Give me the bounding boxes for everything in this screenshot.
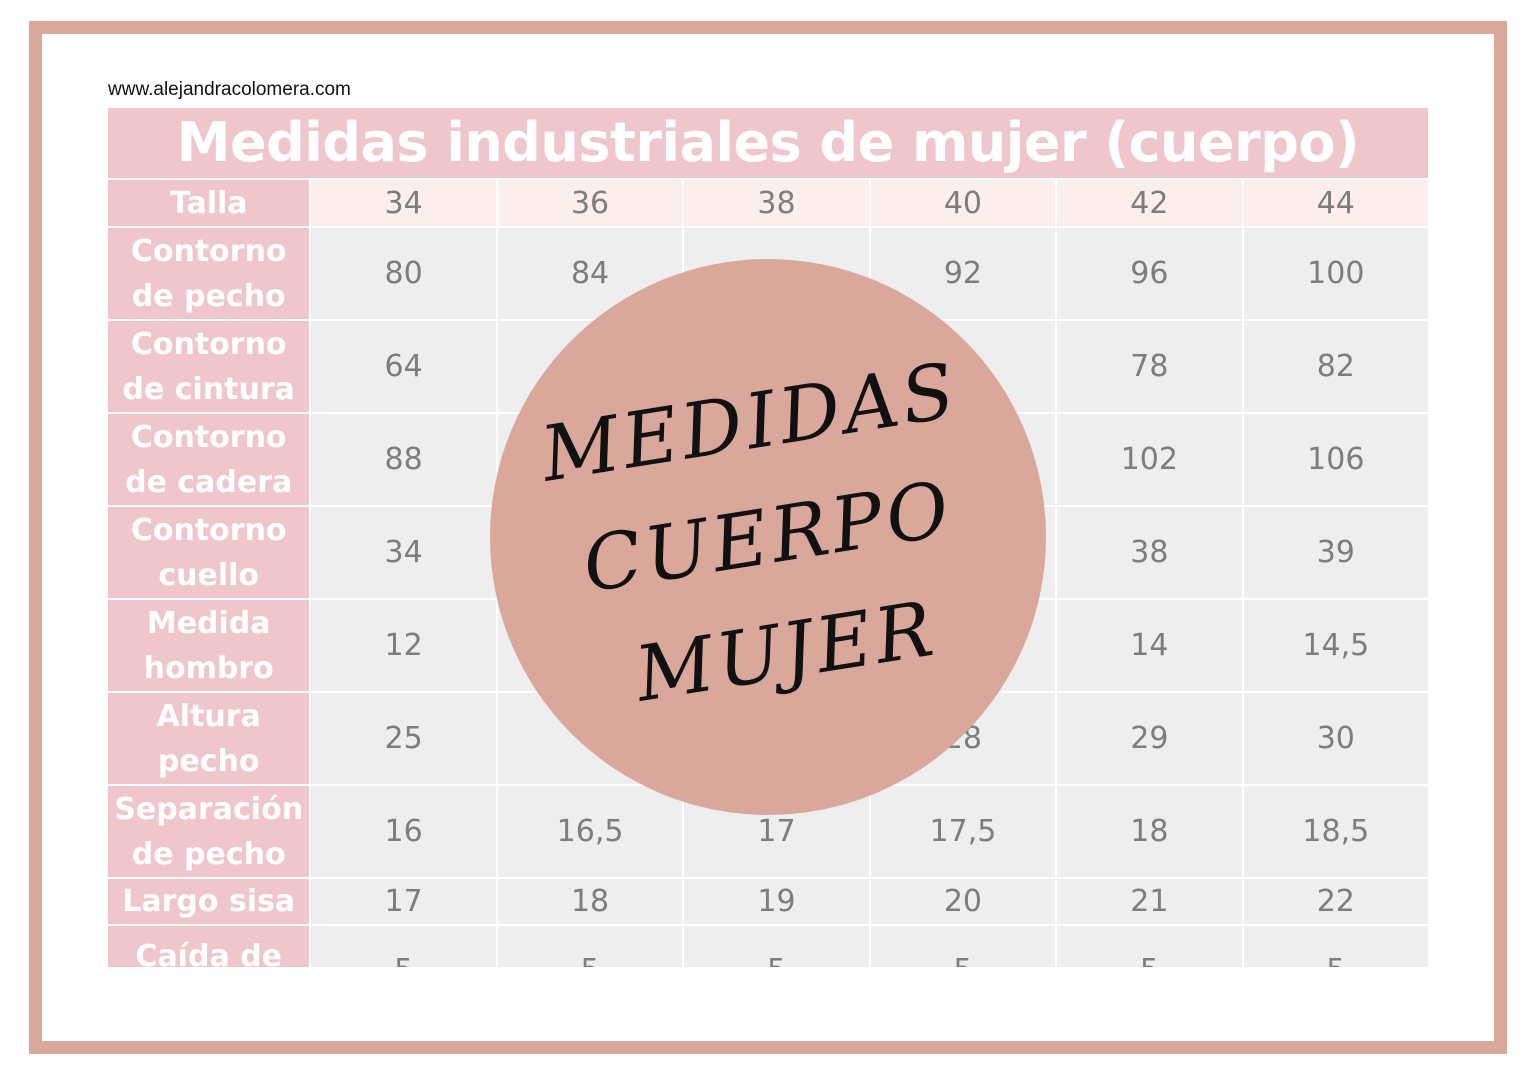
table-cell: 38 [684, 180, 869, 226]
table-cell: 12 [311, 600, 496, 691]
table-cell: 39 [1243, 507, 1428, 598]
table-cell: 14 [1057, 600, 1242, 691]
table-cell: 44 [1243, 180, 1428, 226]
table-cell: 16 [311, 786, 496, 877]
row-label: Medida hombro [108, 600, 310, 691]
table-cell: 14,5 [1243, 600, 1428, 691]
table-cell: 5 [870, 926, 1056, 967]
row-label: Contorno de cadera [108, 414, 310, 505]
table-cell: 5 [1243, 926, 1428, 967]
table-cell: 42 [1057, 180, 1242, 226]
table-cell: 96 [1057, 228, 1242, 319]
table-cell: 34 [311, 507, 496, 598]
row-label: Contorno de cintura [108, 321, 310, 412]
table-cell: 5 [1057, 926, 1242, 967]
table-cell: 22 [1243, 879, 1428, 924]
table-cell: 16,5 [497, 786, 683, 877]
table-cell: 64 [311, 321, 496, 412]
table-cell: 78 [1057, 321, 1242, 412]
table-row: Largo sisa 17 18 19 20 21 22 [108, 879, 1428, 924]
table-title: Medidas industriales de mujer (cuerpo) [108, 108, 1428, 178]
website-url: www.alejandracolomera.com [108, 79, 351, 100]
table-cell: 30 [1243, 693, 1428, 784]
row-label: Caída de [108, 926, 310, 967]
table-cell: 18 [497, 879, 683, 924]
table-cell: 20 [870, 879, 1056, 924]
table-cell: 102 [1057, 414, 1242, 505]
table-cell: 29 [1057, 693, 1242, 784]
header-row: Talla 34 36 38 40 42 44 [108, 180, 1428, 226]
table-cell: 106 [1243, 414, 1428, 505]
table-cell: 38 [1057, 507, 1242, 598]
table-cell: 80 [311, 228, 496, 319]
row-label: Talla [108, 180, 310, 226]
table-cell: 18,5 [1243, 786, 1428, 877]
table-cell: 19 [684, 879, 869, 924]
row-label: Largo sisa [108, 879, 310, 924]
row-label: Contorno cuello [108, 507, 310, 598]
table-row: Separación de pecho 16 16,5 17 17,5 18 18,5 [108, 786, 1428, 877]
table-cell: 82 [1243, 321, 1428, 412]
table-cell: 21 [1057, 879, 1242, 924]
table-cell: 100 [1243, 228, 1428, 319]
table-cell: 36 [497, 180, 683, 226]
table-cell: 88 [311, 414, 496, 505]
page-frame [29, 21, 1507, 1054]
table-cell: 40 [870, 180, 1056, 226]
row-label: Contorno de pecho [108, 228, 310, 319]
row-label: Separación de pecho [108, 786, 310, 877]
table-cell: 18 [1057, 786, 1242, 877]
table-cell: 25 [311, 693, 496, 784]
table-cell: 5 [497, 926, 683, 967]
row-label: Altura pecho [108, 693, 310, 784]
table-cell: 5 [684, 926, 869, 967]
table-cell: 5 [311, 926, 496, 967]
table-cell: 34 [311, 180, 496, 226]
table-cell: 17 [311, 879, 496, 924]
table-row: Caída de555555 [108, 926, 1428, 967]
badge-circle: MEDIDAS CUERPO MUJER [490, 259, 1046, 815]
table-cell: 17,5 [870, 786, 1056, 877]
